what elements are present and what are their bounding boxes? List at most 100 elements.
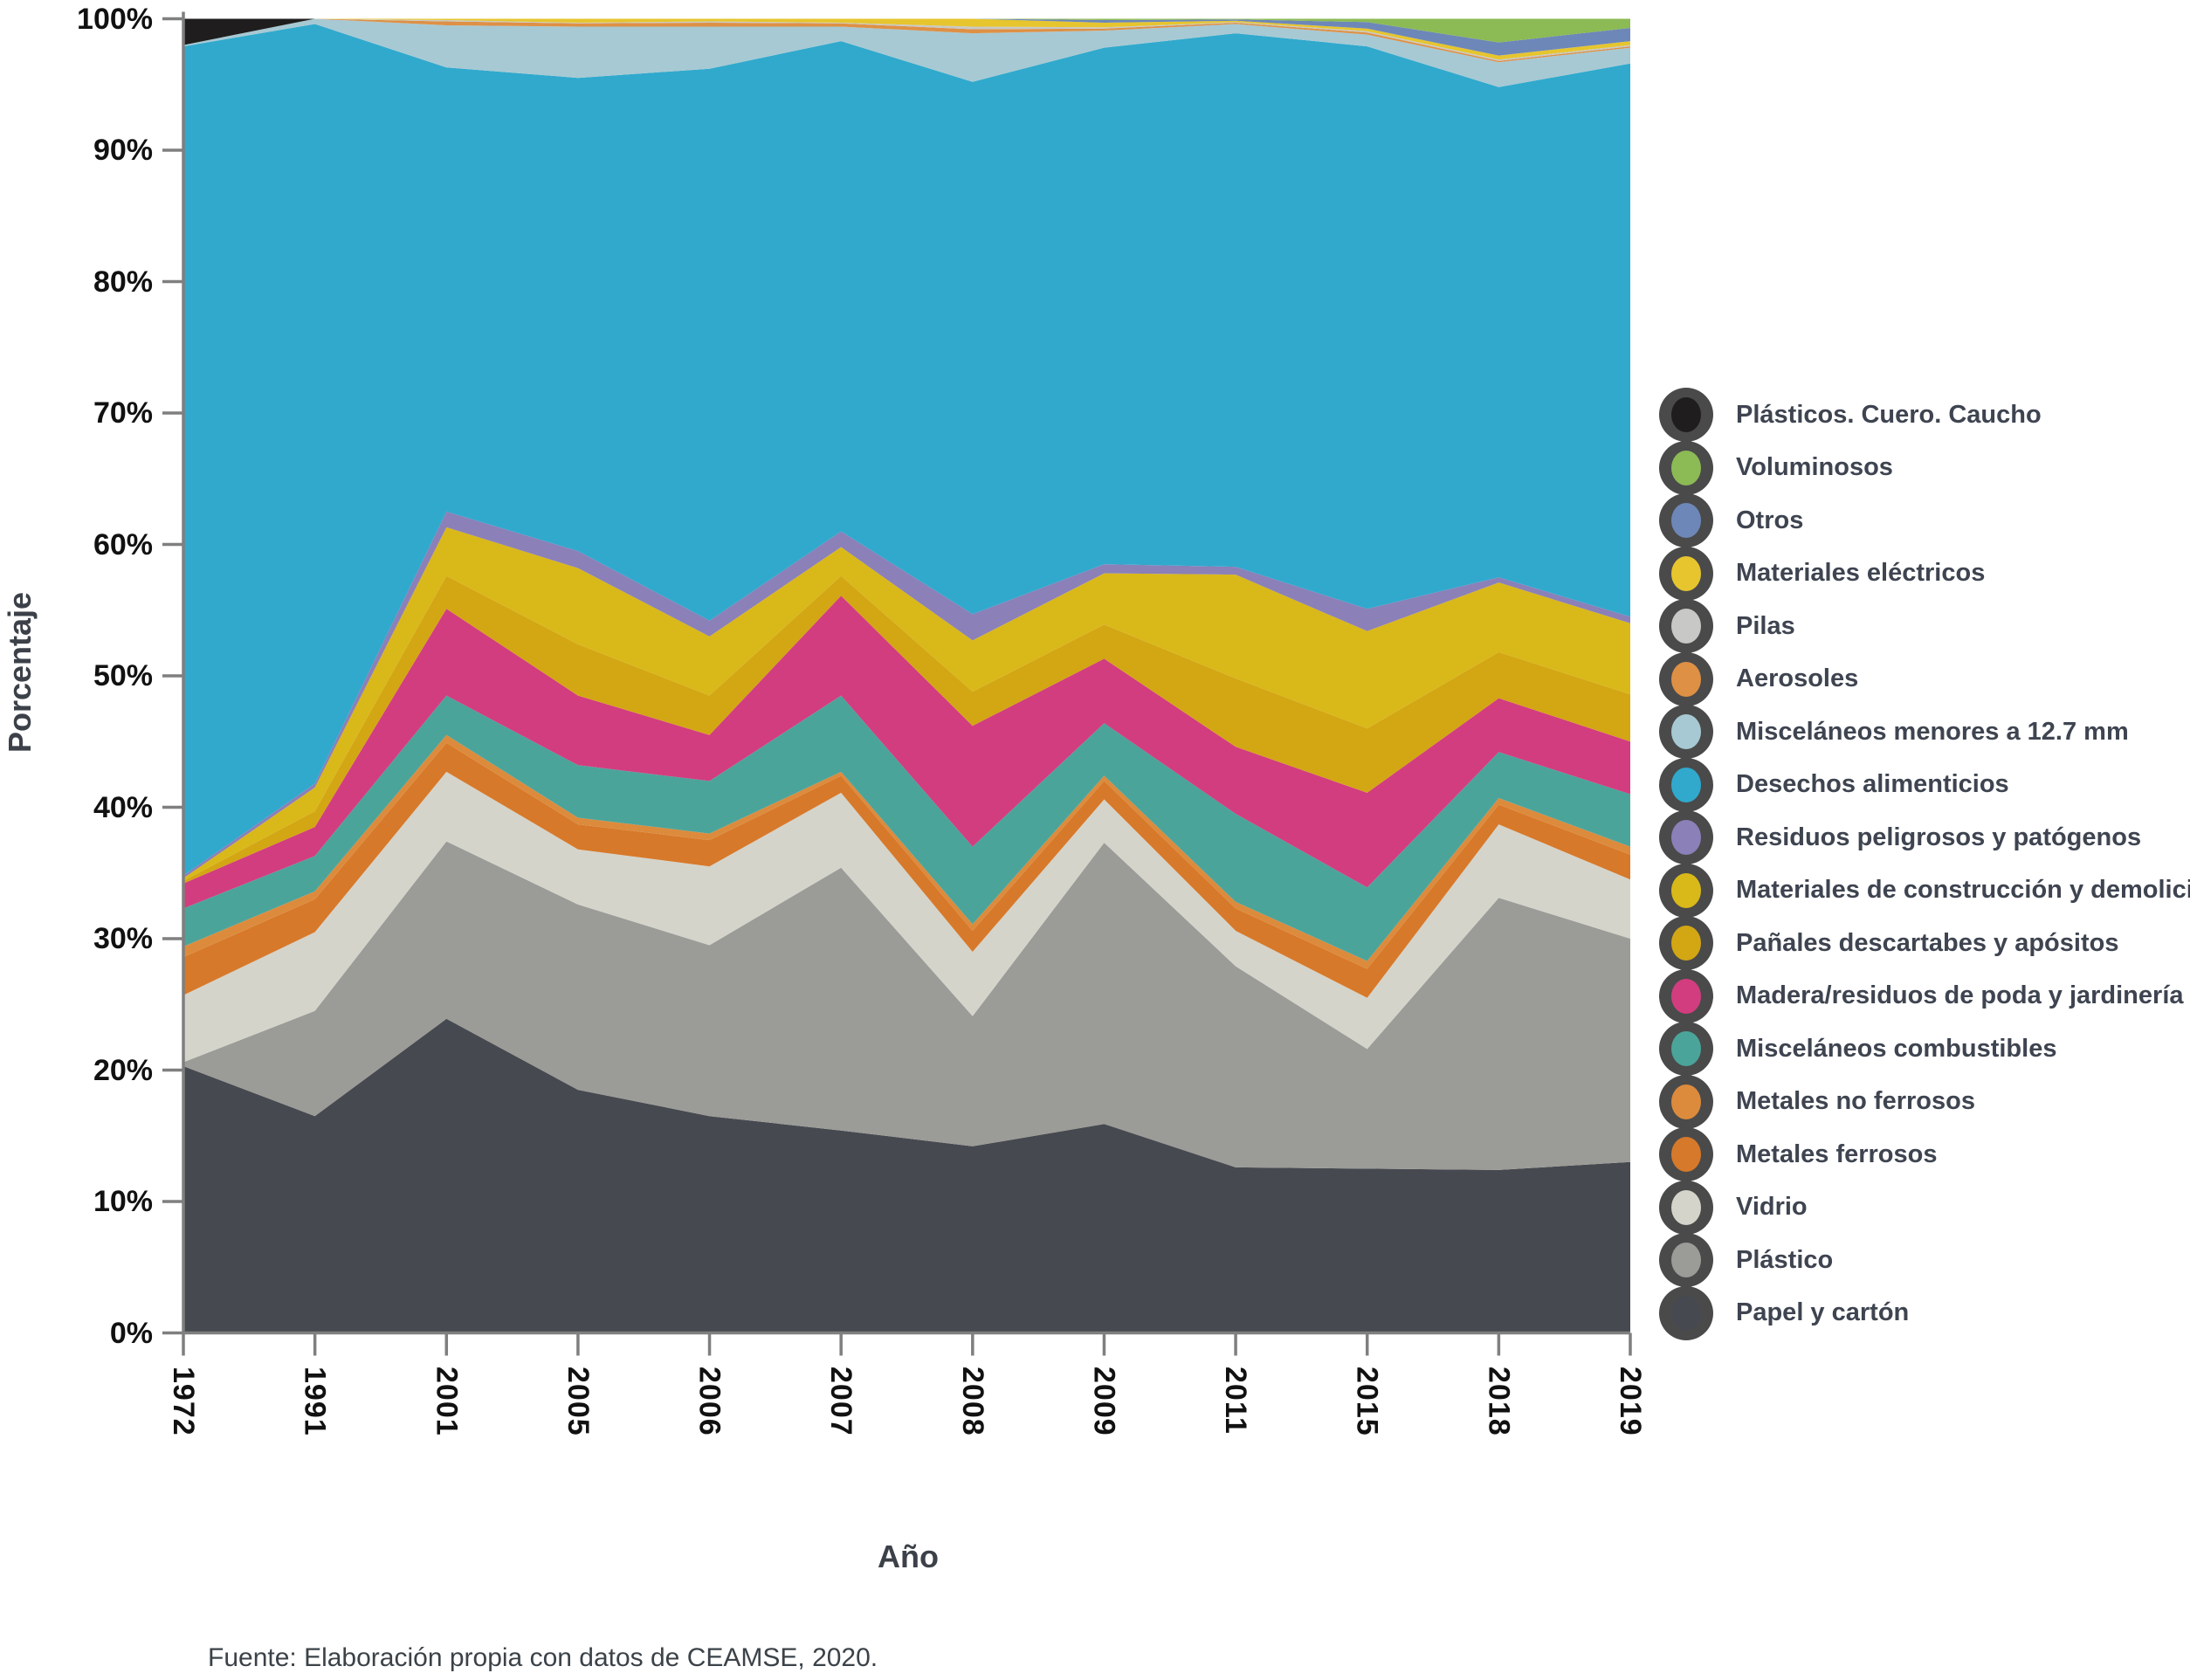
area-layer-residuos-peligrosos-y-pat-genos xyxy=(183,511,1630,878)
y-tick-label-40: 40% xyxy=(93,790,153,824)
legend-swatch-circle xyxy=(1659,968,1713,1023)
area-layer-pl-stico xyxy=(183,841,1630,1170)
legend-item-pl-stico: Plástico xyxy=(1659,1233,1833,1287)
legend-swatch-circle xyxy=(1659,1233,1713,1287)
legend-swatch-circle xyxy=(1659,863,1713,918)
area-layer-madera-residuos-de-poda-y-jardiner-a xyxy=(183,596,1630,909)
x-tick-label-2006: 2006 xyxy=(692,1366,727,1436)
area-layers xyxy=(183,18,1630,1333)
legend-item-label: Pañales descartabes y apósitos xyxy=(1736,928,2119,957)
legend-item-pa-ales-descartabes-y-ap-sitos: Pañales descartabes y apósitos xyxy=(1659,916,2118,970)
legend-item-label: Misceláneos combustibles xyxy=(1736,1034,2057,1063)
x-tick-label-2009: 2009 xyxy=(1087,1366,1121,1436)
legend-item-label: Papel y cartón xyxy=(1736,1298,1910,1326)
legend-color-dot xyxy=(1671,926,1701,960)
legend-item-madera-residuos-de-poda-y-jardiner-a: Madera/residuos de poda y jardinería xyxy=(1659,968,2184,1023)
x-tick-label-2007: 2007 xyxy=(824,1366,858,1436)
legend-item-miscel-neos-menores-a-12-7-mm: Misceláneos menores a 12.7 mm xyxy=(1659,705,2129,759)
source-note: Fuente: Elaboración propia con datos de … xyxy=(208,1643,878,1672)
legend-color-dot xyxy=(1671,978,1701,1014)
y-tick-label-50: 50% xyxy=(93,659,153,692)
area-layer-metales-no-ferrosos xyxy=(183,734,1630,969)
x-tick-label-2018: 2018 xyxy=(1482,1366,1516,1436)
y-tick-label-30: 30% xyxy=(93,922,153,955)
y-axis-title: Porcentaje xyxy=(2,591,38,754)
legend-color-dot xyxy=(1671,1189,1701,1225)
legend-item-label: Misceláneos menores a 12.7 mm xyxy=(1736,717,2129,746)
legend-color-dot xyxy=(1671,503,1701,538)
legend-item-label: Plástico xyxy=(1736,1245,1834,1274)
legend-swatch-circle xyxy=(1659,916,1713,970)
legend-item-materiales-de-construcci-n-y-demolici-n: Materiales de construcción y demolición xyxy=(1659,863,2190,918)
area-layer-pa-ales-descartabes-y-ap-sitos xyxy=(183,575,1630,884)
legend-item-metales-ferrosos: Metales ferrosos xyxy=(1659,1127,1938,1181)
area-layer-metales-ferrosos xyxy=(183,742,1630,998)
legend-item-papel-y-cart-n: Papel y cartón xyxy=(1659,1285,1910,1340)
legend-item-label: Aerosoles xyxy=(1736,664,1859,692)
y-tick-label-90: 90% xyxy=(93,134,153,167)
area-layer-materiales-el-ctricos xyxy=(183,18,1630,60)
area-layer-materiales-de-construcci-n-y-demolici-n xyxy=(183,527,1630,881)
legend-swatch-circle xyxy=(1659,1074,1713,1129)
legend-swatch-circle xyxy=(1659,493,1713,547)
x-tick-label-1972: 1972 xyxy=(167,1366,200,1436)
legend-item-pl-sticos-cuero-caucho: Plásticos. Cuero. Caucho xyxy=(1659,388,2042,442)
y-tick-label-10: 10% xyxy=(93,1185,153,1218)
legend-item-metales-no-ferrosos: Metales no ferrosos xyxy=(1659,1074,1975,1129)
legend-item-label: Materiales eléctricos xyxy=(1736,559,1986,587)
legend-item-label: Pilas xyxy=(1736,611,1795,640)
legend-swatch-circle xyxy=(1659,599,1713,653)
y-tick-label-70: 70% xyxy=(93,396,153,430)
legend-swatch-circle xyxy=(1659,757,1713,812)
x-tick-label-2015: 2015 xyxy=(1350,1366,1384,1436)
legend-item-aerosoles: Aerosoles xyxy=(1659,651,1859,706)
area-layer-otros xyxy=(183,18,1630,56)
y-tick-label-60: 60% xyxy=(93,527,153,561)
legend-color-dot xyxy=(1671,1243,1701,1277)
area-layer-voluminosos xyxy=(183,18,1630,45)
legend-item-miscel-neos-combustibles: Misceláneos combustibles xyxy=(1659,1022,2056,1076)
legend-swatch-circle xyxy=(1659,1127,1713,1181)
legend-item-residuos-peligrosos-y-pat-genos: Residuos peligrosos y patógenos xyxy=(1659,810,2141,864)
legend-color-dot xyxy=(1671,872,1701,908)
legend-color-dot xyxy=(1671,820,1701,855)
legend-color-dot xyxy=(1671,555,1701,591)
axes xyxy=(162,11,1632,1356)
x-axis-title: Año xyxy=(878,1539,939,1574)
y-tick-label-20: 20% xyxy=(93,1053,153,1087)
legend-item-label: Materiales de construcción y demolición xyxy=(1736,876,2190,904)
x-tick-label-2008: 2008 xyxy=(955,1366,989,1436)
legend-swatch-circle xyxy=(1659,651,1713,706)
legend-swatch-circle xyxy=(1659,388,1713,442)
legend-item-vidrio: Vidrio xyxy=(1659,1180,1808,1235)
legend-swatch-circle xyxy=(1659,546,1713,601)
area-layer-vidrio xyxy=(183,771,1630,1063)
legend-item-label: Desechos alimenticios xyxy=(1736,770,2009,798)
x-tick-label-2011: 2011 xyxy=(1219,1366,1253,1435)
legend-color-dot xyxy=(1671,450,1701,485)
x-tick-label-2001: 2001 xyxy=(430,1366,464,1436)
legend-color-dot xyxy=(1671,661,1701,697)
legend-color-dot xyxy=(1671,397,1701,432)
legend-swatch-circle xyxy=(1659,1180,1713,1235)
area-layer-desechos-alimenticios xyxy=(183,24,1630,876)
legend-item-label: Vidrio xyxy=(1736,1193,1808,1221)
legend-item-otros: Otros xyxy=(1659,493,1803,547)
legend-item-label: Metales ferrosos xyxy=(1736,1140,1938,1168)
legend-item-pilas: Pilas xyxy=(1659,599,1795,653)
y-tick-label-80: 80% xyxy=(93,265,153,299)
legend-color-dot xyxy=(1671,767,1701,802)
legend-item-label: Voluminosos xyxy=(1736,453,1893,481)
legend-swatch-circle xyxy=(1659,440,1713,495)
legend-item-label: Residuos peligrosos y patógenos xyxy=(1736,823,2142,851)
x-tick-label-1991: 1991 xyxy=(298,1366,332,1436)
legend-swatch-circle xyxy=(1659,1285,1713,1340)
legend-swatch-circle xyxy=(1659,705,1713,759)
x-tick-label-2005: 2005 xyxy=(561,1366,595,1436)
area-layer-miscel-neos-combustibles xyxy=(183,695,1630,961)
x-tick-label-2019: 2019 xyxy=(1614,1366,1647,1436)
legend-color-dot xyxy=(1671,1084,1701,1119)
legend-item-label: Otros xyxy=(1736,506,1804,534)
